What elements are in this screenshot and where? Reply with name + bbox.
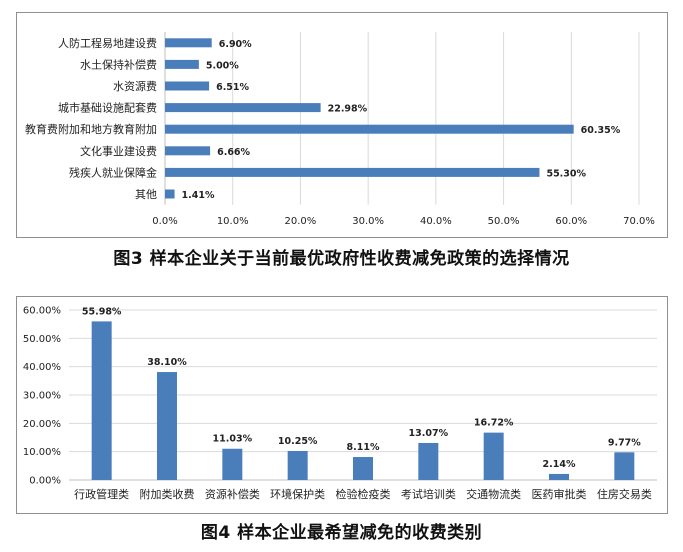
data-label: 10.25% — [278, 436, 318, 447]
category-label: 环境保护类 — [270, 487, 325, 501]
bar — [157, 372, 177, 480]
bar — [614, 452, 635, 480]
x-tick-label: 50.0% — [488, 216, 520, 227]
category-label: 残疾人就业保障金 — [69, 165, 157, 179]
category-label: 考试培训类 — [401, 487, 456, 501]
category-label: 附加类收费 — [140, 487, 195, 501]
x-tick-label: 10.0% — [217, 216, 249, 227]
data-label: 13.07% — [409, 428, 449, 439]
category-label: 水资源费 — [113, 79, 157, 93]
data-label: 9.77% — [608, 437, 641, 448]
x-tick-label: 20.0% — [285, 216, 317, 227]
bar — [549, 473, 569, 480]
bar — [165, 124, 574, 134]
data-label: 1.41% — [182, 190, 215, 201]
category-label: 行政管理类 — [74, 487, 129, 501]
data-label: 16.72% — [474, 418, 514, 429]
data-label: 2.14% — [543, 459, 576, 470]
bar — [483, 432, 504, 480]
category-label: 城市基础设施配套费 — [58, 101, 157, 115]
data-label: 6.66% — [217, 147, 250, 158]
data-label: 55.30% — [546, 168, 586, 179]
data-label: 8.11% — [347, 442, 380, 453]
bar — [353, 457, 373, 480]
x-tick-label: 0.0% — [152, 216, 177, 227]
figure3-svg: 0.0% 10.0% 20.0% 30.0% 40.0% 50.0% 60.0% 70.0% 人… — [25, 32, 655, 227]
category-label: 文化事业建设费 — [80, 144, 157, 158]
bar — [165, 103, 321, 113]
figure4-caption: 图4 样本企业最希望减免的收费类别 — [200, 523, 483, 543]
category-label: 水土保持补偿费 — [80, 57, 157, 71]
bar — [418, 442, 439, 480]
data-label: 5.00% — [206, 60, 239, 71]
category-label: 医药审批类 — [532, 487, 587, 501]
y-tick-label: 40.00% — [23, 362, 61, 373]
bar — [165, 38, 212, 48]
data-label: 60.35% — [581, 125, 621, 136]
y-tick-label: 0.00% — [29, 476, 61, 487]
figure4-svg: 0.00% 10.00% 20.00% 30.00% 40.00% 50.00% 60.00… — [23, 306, 657, 501]
x-tick-label: 30.0% — [352, 216, 384, 227]
category-label: 检验检疫类 — [336, 487, 391, 501]
category-label: 教育费附加和地方教育附加 — [25, 122, 157, 136]
x-tick-label: 40.0% — [420, 216, 452, 227]
category-label: 人防工程易地建设费 — [58, 36, 157, 50]
data-label: 6.51% — [216, 82, 249, 93]
figure4-chart: 0.00% 10.00% 20.00% 30.00% 40.00% 50.00% 60.00… — [16, 296, 668, 514]
data-label: 55.98% — [82, 306, 122, 317]
y-tick-label: 60.00% — [23, 306, 61, 317]
bar — [287, 450, 308, 480]
bar — [165, 81, 210, 91]
y-tick-label: 20.00% — [23, 419, 61, 430]
bar — [222, 448, 243, 480]
category-label: 交通物流类 — [466, 487, 521, 501]
figure3-caption: 图3 样本企业关于当前最优政府性收费减免政策的选择情况 — [113, 249, 570, 269]
data-label: 6.90% — [219, 39, 252, 50]
category-label: 其他 — [135, 188, 157, 201]
category-label: 资源补偿类 — [205, 487, 260, 501]
bar — [165, 59, 199, 69]
figure3-chart: 0.0% 10.0% 20.0% 30.0% 40.0% 50.0% 60.0% 70.0% 人… — [16, 12, 668, 238]
bar — [165, 189, 175, 199]
bar — [165, 146, 211, 156]
data-label: 11.03% — [213, 434, 253, 445]
bar — [91, 321, 112, 480]
data-label: 22.98% — [328, 104, 368, 115]
data-label: 38.10% — [147, 357, 187, 368]
category-label: 住房交易类 — [597, 487, 652, 501]
y-tick-label: 30.00% — [23, 391, 61, 402]
y-tick-label: 50.00% — [23, 334, 61, 345]
bar — [165, 167, 540, 177]
x-tick-label: 60.0% — [555, 216, 587, 227]
x-tick-label: 70.0% — [623, 216, 655, 227]
y-tick-label: 10.00% — [23, 447, 61, 458]
